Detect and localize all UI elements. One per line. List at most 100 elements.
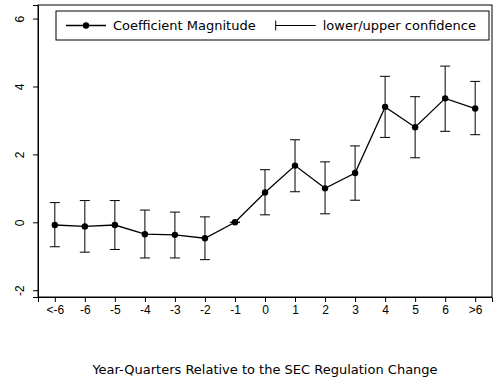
chart: -2 0 2 4 6 <-6 -6 -5 -4 -3 -2 -1 0 1 2 3 4 5 6 >6 Year-Quart… [0,0,500,388]
point [412,124,418,130]
legend-error-symbol [276,21,316,31]
x-tick-label: 6 [442,303,449,317]
x-tick: -6 [80,297,91,317]
x-tick-mark [355,297,356,302]
point [202,235,208,241]
x-tick-label: 5 [412,303,419,317]
point [232,219,238,225]
x-tick: -2 [200,297,211,317]
error-bar-line [410,97,420,158]
error-bar-line [320,162,330,214]
x-tick-label: -1 [230,303,241,317]
y-axis-line [33,6,39,298]
y-tick: 4 [13,83,38,90]
y-tick: 2 [13,151,38,158]
y-tick-mark [33,222,38,223]
x-tick: -1 [230,297,241,317]
error-bar [380,76,390,137]
error-bar-line [380,76,390,137]
y-tick-mark [33,290,38,291]
point [82,223,88,229]
x-axis-line [39,298,493,303]
x-tick-mark [415,297,416,302]
point [262,189,268,195]
x-tick-mark [235,297,236,302]
point [142,231,148,237]
x-tick: -5 [110,297,121,317]
x-tick-label: >6 [469,303,483,317]
x-tick-mark [145,297,146,302]
x-tick-mark [265,297,266,302]
x-axis-title: Year-Quarters Relative to the SEC Regula… [91,362,437,377]
x-tick-label: 2 [322,303,329,317]
x-axis: <-6 -6 -5 -4 -3 -2 -1 0 1 2 3 4 5 6 >6 [39,297,493,317]
y-axis: -2 0 2 4 6 [13,6,39,298]
point [472,105,478,111]
y-tick-mark [33,154,38,155]
point [442,95,448,101]
x-tick-label: <-6 [46,303,64,317]
error-bar [320,162,330,214]
plot-area [50,66,480,260]
x-tick-mark [475,297,476,302]
plot-frame [38,5,492,297]
x-tick-mark [205,297,206,302]
x-tick: 3 [352,297,359,317]
x-tick-mark [55,297,56,302]
point [172,232,178,238]
point [112,222,118,228]
x-tick: -4 [140,297,151,317]
x-tick: >6 [469,297,483,317]
point [352,170,358,176]
x-tick-mark [325,297,326,302]
legend-marker [83,22,89,28]
error-bar [410,97,420,158]
y-tick: 0 [13,219,38,226]
x-tick-label: -5 [110,303,121,317]
y-tick-label: 0 [13,219,27,226]
y-tick-label: 6 [13,15,27,22]
x-tick-mark [115,297,116,302]
x-tick: 0 [262,297,269,317]
x-tick-mark [385,297,386,302]
x-tick: <-6 [46,297,64,317]
x-tick-label: 3 [352,303,359,317]
y-tick-mark [33,19,38,20]
y-tick-label: 4 [13,83,27,90]
error-bar [350,146,360,200]
x-tick-label: -6 [80,303,91,317]
legend: Coefficient Magnitude lower/upper confide… [56,11,489,40]
x-tick-mark [175,297,176,302]
legend-box [56,11,489,40]
series-line [55,98,475,238]
x-tick-mark [85,297,86,302]
error-bar [440,66,450,131]
x-tick: -3 [170,297,181,317]
x-tick: 2 [322,297,329,317]
x-tick-label: 4 [382,303,389,317]
y-tick-mark [33,86,38,87]
error-bar-line [350,146,360,200]
x-tick-label: -2 [200,303,211,317]
x-tick: 5 [412,297,419,317]
point [382,104,388,110]
y-tick-label: 2 [13,151,27,158]
x-tick-label: 0 [262,303,269,317]
x-tick-label: 1 [292,303,299,317]
x-tick: 1 [292,297,299,317]
error-bar [260,170,270,215]
point [292,162,298,168]
x-tick-mark [445,297,446,302]
y-tick: -2 [13,285,38,296]
x-tick-label: -4 [140,303,151,317]
y-tick: 6 [13,15,38,22]
y-tick-label: -2 [13,285,27,296]
x-tick-label: -3 [170,303,181,317]
error-bar-line [290,140,300,192]
legend-label: Coefficient Magnitude [113,18,256,33]
legend-label: lower/upper confidence [323,18,476,33]
x-tick: 6 [442,297,449,317]
point [52,222,58,228]
x-tick: 4 [382,297,389,317]
error-bar-line [440,66,450,131]
